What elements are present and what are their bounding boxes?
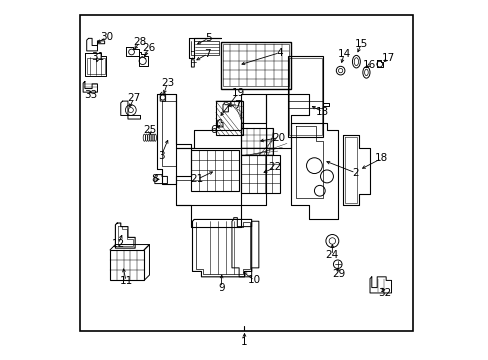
Text: 29: 29	[331, 269, 345, 279]
Text: 27: 27	[127, 93, 141, 103]
Bar	[190, 149, 239, 191]
Bar	[221, 42, 290, 89]
Bar	[80, 15, 412, 330]
Text: 17: 17	[381, 53, 394, 63]
Text: 11: 11	[119, 276, 133, 286]
Text: 7: 7	[234, 100, 240, 110]
Text: 16: 16	[362, 60, 375, 70]
Text: 28: 28	[133, 37, 146, 47]
Text: 13: 13	[315, 107, 328, 117]
Text: 23: 23	[161, 78, 174, 88]
Text: 8: 8	[150, 174, 157, 184]
Text: 31: 31	[91, 52, 104, 62]
Bar	[241, 155, 280, 193]
Bar	[215, 101, 242, 135]
Text: 10: 10	[247, 275, 261, 285]
Text: 32: 32	[378, 288, 391, 298]
Text: 22: 22	[268, 162, 281, 172]
Text: 21: 21	[190, 174, 203, 184]
Text: 12: 12	[111, 239, 124, 249]
Text: 25: 25	[142, 125, 156, 135]
Text: 1: 1	[241, 337, 247, 347]
Text: 9: 9	[218, 283, 224, 293]
Text: 19: 19	[231, 88, 244, 98]
Bar	[86, 58, 104, 74]
Bar	[287, 56, 323, 137]
Text: 5: 5	[205, 33, 211, 43]
Text: 14: 14	[337, 49, 350, 59]
Text: 7: 7	[204, 49, 211, 59]
Bar	[110, 250, 144, 280]
Bar	[289, 58, 321, 135]
Bar	[241, 128, 273, 155]
Text: 26: 26	[142, 43, 155, 53]
Text: 4: 4	[276, 48, 283, 58]
Text: 20: 20	[271, 133, 285, 143]
Text: 2: 2	[352, 168, 358, 178]
Bar	[223, 44, 288, 86]
Text: 6: 6	[210, 125, 217, 135]
Text: 24: 24	[325, 250, 338, 260]
Text: 3: 3	[158, 150, 164, 161]
Text: 33: 33	[84, 90, 98, 100]
Text: 30: 30	[100, 32, 113, 42]
Text: 15: 15	[354, 39, 367, 49]
Text: 18: 18	[374, 153, 387, 163]
